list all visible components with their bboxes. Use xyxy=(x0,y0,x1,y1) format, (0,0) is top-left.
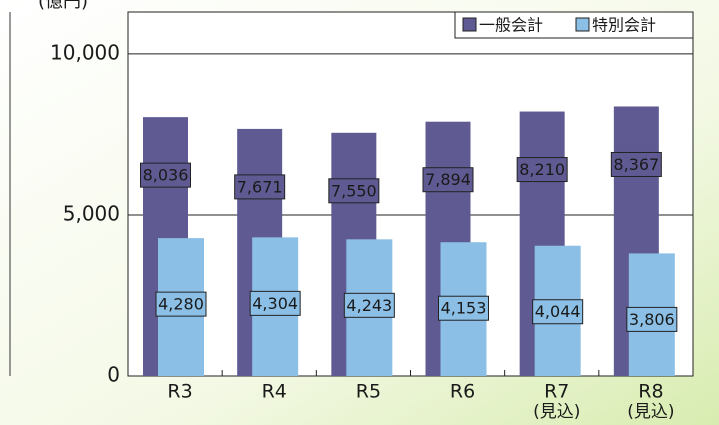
y-tick-label: 10,000 xyxy=(50,40,120,64)
value-label: 4,044 xyxy=(535,302,581,321)
legend-swatch xyxy=(463,18,476,31)
x-tick-note: (見込) xyxy=(627,402,674,422)
plot-frame xyxy=(128,12,693,376)
value-label: 8,367 xyxy=(613,155,659,174)
value-label: 7,894 xyxy=(425,170,471,189)
x-tick-label: R4 xyxy=(262,381,287,403)
chart: (億円) 0 5,000 10,000 8,036 7,671 7,550 7,894 8,2… xyxy=(0,0,719,425)
value-label: 3,806 xyxy=(629,310,675,329)
x-tick-note: (見込) xyxy=(533,402,580,422)
value-label: 7,550 xyxy=(331,181,377,200)
value-label: 4,280 xyxy=(158,295,204,314)
value-label: 8,210 xyxy=(519,160,565,179)
y-tick-label: 0 xyxy=(107,363,120,387)
x-tick-label: R8 xyxy=(638,381,663,403)
x-tick-label: R6 xyxy=(450,381,475,403)
legend-label: 特別会計 xyxy=(592,16,656,35)
unit-label: (億円) xyxy=(38,0,88,12)
y-tick-label: 5,000 xyxy=(63,201,120,225)
value-label: 7,671 xyxy=(237,177,283,196)
x-tick-label: R7 xyxy=(544,381,569,403)
value-label: 8,036 xyxy=(143,166,189,185)
x-tick-label: R5 xyxy=(356,381,381,403)
value-label: 4,243 xyxy=(346,296,392,315)
legend-swatch xyxy=(576,18,589,31)
value-label: 4,153 xyxy=(441,299,487,318)
value-label: 4,304 xyxy=(252,294,298,313)
x-tick-label: R3 xyxy=(167,381,192,403)
legend-label: 一般会計 xyxy=(479,16,543,35)
